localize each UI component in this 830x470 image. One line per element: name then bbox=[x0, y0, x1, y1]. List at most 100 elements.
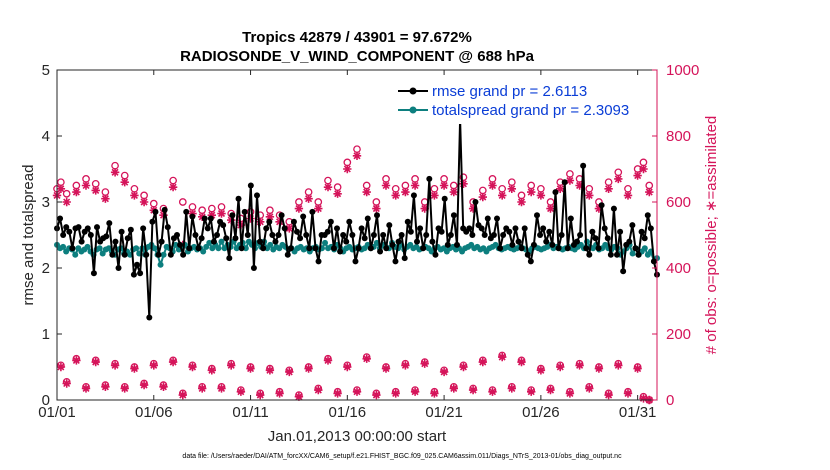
rmse-point bbox=[540, 225, 547, 232]
rmse-point bbox=[426, 175, 433, 182]
y-left-tick-label: 4 bbox=[42, 128, 50, 145]
obs-assimilated-marker bbox=[430, 389, 439, 398]
obs-assimilated-marker bbox=[575, 181, 584, 190]
rmse-point bbox=[647, 225, 654, 232]
obs-assimilated-marker bbox=[372, 204, 381, 213]
rmse-point bbox=[552, 189, 559, 196]
obs-assimilated-marker bbox=[294, 392, 304, 401]
obs-assimilated-marker bbox=[381, 181, 391, 190]
legend-spread-marker bbox=[409, 106, 417, 114]
obs-assimilated-marker bbox=[285, 367, 294, 377]
obs-assimilated-marker bbox=[91, 357, 100, 367]
totalspread-point bbox=[160, 251, 167, 258]
rmse-point bbox=[417, 225, 424, 232]
obs-assimilated-marker bbox=[401, 187, 410, 197]
obs-assimilated-marker bbox=[227, 361, 236, 370]
rmse-point bbox=[263, 225, 270, 232]
rmse-point bbox=[617, 228, 624, 235]
obs-assimilated-marker bbox=[478, 357, 487, 367]
rmse-point bbox=[577, 232, 584, 238]
obs-assimilated-marker bbox=[556, 362, 565, 372]
rmse-point bbox=[112, 238, 119, 245]
rmse-point bbox=[398, 232, 405, 238]
obs-assimilated-marker bbox=[449, 187, 458, 197]
obs-assimilated-marker bbox=[323, 356, 333, 365]
obs-assimilated-marker bbox=[449, 384, 458, 393]
rmse-point bbox=[564, 245, 571, 252]
obs-assimilated-marker bbox=[536, 191, 546, 200]
totalspread-point bbox=[242, 245, 249, 252]
rmse-point bbox=[315, 258, 322, 265]
obs-assimilated-marker bbox=[488, 387, 497, 396]
obs-assimilated-marker bbox=[410, 181, 420, 190]
rmse-point bbox=[300, 213, 307, 220]
rmse-point bbox=[149, 218, 156, 225]
rmse-point bbox=[278, 212, 285, 219]
rmse-point bbox=[549, 241, 556, 248]
x-tick-label: 01/31 bbox=[619, 404, 657, 421]
obs-assimilated-marker bbox=[72, 356, 81, 365]
obs-assimilated-marker bbox=[391, 191, 400, 200]
obs-assimilated-marker bbox=[91, 186, 100, 195]
rmse-point bbox=[472, 199, 479, 205]
rmse-point bbox=[186, 245, 193, 252]
rmse-point bbox=[140, 225, 147, 232]
totalspread-point bbox=[200, 248, 207, 255]
rmse-point bbox=[374, 212, 380, 219]
rmse-point bbox=[527, 258, 534, 265]
rmse-point bbox=[124, 235, 131, 242]
totalspread-point bbox=[84, 243, 91, 250]
rmse-point bbox=[238, 245, 245, 252]
obs-assimilated-marker bbox=[294, 204, 304, 213]
rmse-point bbox=[466, 225, 473, 232]
y-axis-right-label: # of obs: o=possible; ∗=assimilated bbox=[703, 116, 720, 355]
rmse-point bbox=[164, 224, 171, 231]
rmse-point bbox=[574, 238, 580, 245]
obs-assimilated-marker bbox=[527, 387, 536, 396]
rmse-point bbox=[167, 251, 174, 258]
totalspread-point bbox=[133, 245, 140, 252]
obs-assimilated-marker bbox=[81, 181, 91, 190]
obs-assimilated-marker bbox=[468, 204, 478, 213]
obs-assimilated-marker bbox=[352, 151, 362, 160]
rmse-point bbox=[494, 215, 500, 222]
rmse-point bbox=[201, 215, 208, 222]
obs-assimilated-marker bbox=[62, 197, 71, 207]
rmse-point bbox=[254, 192, 260, 199]
rmse-point bbox=[290, 218, 297, 225]
rmse-point bbox=[334, 225, 340, 232]
rmse-point bbox=[567, 215, 574, 222]
rmse-point bbox=[134, 261, 140, 268]
obs-assimilated-marker bbox=[304, 194, 313, 203]
rmse-point bbox=[180, 251, 187, 258]
rmse-point bbox=[63, 224, 70, 231]
obs-assimilated-marker bbox=[333, 389, 342, 398]
rmse-point bbox=[481, 232, 488, 238]
obs-assimilated-marker bbox=[614, 174, 623, 184]
rmse-point bbox=[330, 245, 337, 252]
rmse-point bbox=[583, 245, 590, 252]
obs-assimilated-marker bbox=[207, 366, 216, 375]
rmse-point bbox=[490, 232, 497, 238]
rmse-point bbox=[410, 192, 417, 199]
obs-assimilated-marker bbox=[256, 217, 265, 226]
obs-assimilated-marker bbox=[62, 379, 71, 388]
rmse-point bbox=[312, 245, 319, 252]
rmse-point bbox=[534, 212, 540, 219]
rmse-point bbox=[558, 232, 565, 238]
rmse-line bbox=[56, 118, 658, 319]
obs-assimilated-marker bbox=[633, 171, 642, 180]
rmse-point bbox=[438, 228, 445, 235]
rmse-point bbox=[284, 251, 291, 258]
totalspread-point bbox=[72, 251, 79, 258]
totalspread-point bbox=[641, 245, 648, 252]
rmse-point bbox=[586, 251, 593, 258]
obs-assimilated-marker bbox=[623, 191, 633, 200]
rmse-point bbox=[404, 218, 411, 225]
x-axis: 01/01 01/06 01/11 01/16 01/21 01/26 01/31 bbox=[38, 70, 656, 421]
rmse-point bbox=[229, 212, 236, 219]
rmse-point bbox=[287, 245, 294, 252]
legend-box bbox=[392, 80, 650, 124]
rmse-point bbox=[420, 245, 427, 252]
x-tick-label: 01/01 bbox=[38, 404, 76, 421]
